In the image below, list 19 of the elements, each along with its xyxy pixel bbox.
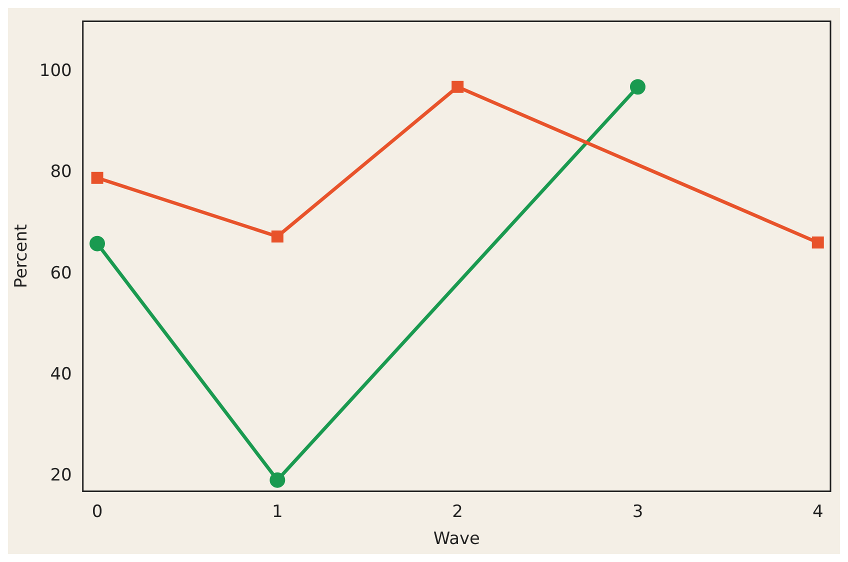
y-tick-label: 60 [50,263,72,284]
x-tick-label: 2 [452,502,463,522]
point [90,236,106,252]
point [270,472,286,488]
point [812,236,824,249]
y-tick-label: 20 [50,465,72,486]
x-tick-label: 1 [272,502,283,522]
point [630,79,646,95]
x-axis-title: Wave [433,529,480,550]
y-tick-label: 100 [39,61,72,82]
point [91,172,104,184]
x-tick-label: 4 [812,502,824,522]
point [452,80,464,93]
x-tick-label: 0 [92,502,103,522]
point [271,230,284,242]
y-tick-label: 80 [50,162,72,182]
y-axis-title: Percent [12,224,32,288]
x-tick-label: 3 [632,502,644,522]
y-tick-label: 40 [50,364,72,384]
